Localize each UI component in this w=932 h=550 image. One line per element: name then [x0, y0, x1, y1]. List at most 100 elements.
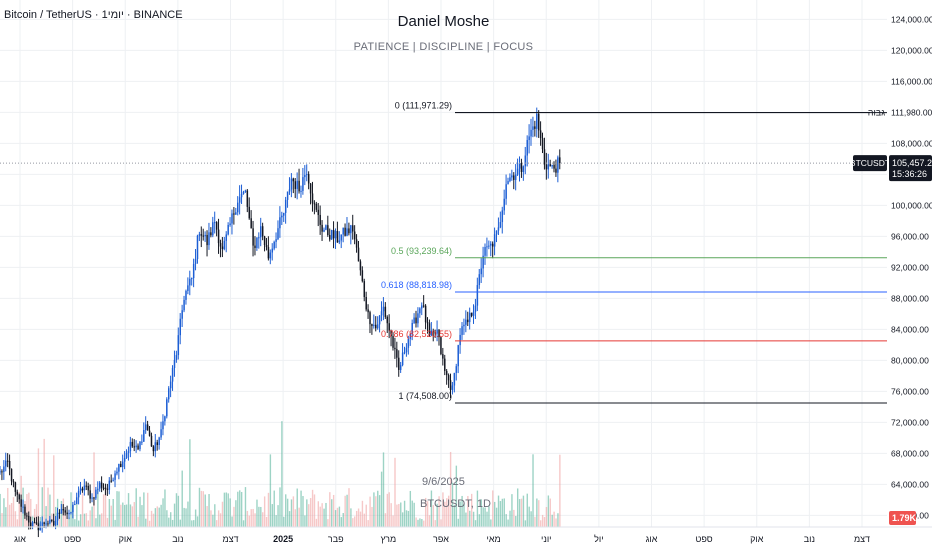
volume-bar	[181, 470, 183, 527]
volume-bar	[116, 491, 118, 527]
candle-body	[526, 140, 528, 156]
volume-bar	[384, 513, 387, 527]
volume-bar	[340, 517, 343, 527]
candle-body	[468, 312, 471, 323]
candle-body	[33, 522, 36, 524]
candle-body	[258, 237, 260, 239]
symbol-badge[interactable]	[853, 155, 887, 172]
volume-bar	[528, 506, 530, 527]
volume-bar	[467, 495, 469, 527]
volume-bar	[277, 505, 279, 527]
candle-body	[329, 235, 331, 240]
volume-bar	[129, 504, 132, 527]
volume-bar	[58, 515, 61, 527]
candle-body	[185, 290, 187, 300]
candle-body	[229, 223, 231, 226]
volume-bar	[457, 518, 459, 527]
volume-bar	[520, 498, 523, 527]
candle-body	[198, 234, 201, 236]
candle-body	[509, 177, 511, 182]
candle-body	[357, 247, 360, 262]
candle-body	[62, 508, 65, 511]
volume-bar	[233, 506, 235, 527]
candle-body	[227, 225, 229, 235]
volume-bar	[37, 448, 40, 527]
volume-badge	[889, 511, 916, 525]
volume-bar	[26, 494, 28, 527]
volume-bar	[401, 512, 404, 527]
candle-body	[302, 177, 304, 191]
candle-body	[127, 451, 130, 453]
candle-body	[359, 261, 362, 271]
candle-body	[83, 485, 86, 491]
volume-bar	[229, 498, 231, 527]
volume-bar	[269, 454, 272, 527]
candle-body	[507, 181, 509, 185]
candle-body	[97, 488, 99, 490]
candle-body	[125, 452, 128, 458]
candle-body	[388, 323, 390, 331]
candle-body	[238, 197, 241, 203]
candle-body	[51, 519, 53, 521]
volume-bar	[490, 519, 492, 527]
candle-body	[275, 239, 277, 242]
volume-bar	[348, 488, 350, 527]
volume-bar	[28, 492, 30, 527]
volume-bar	[549, 498, 551, 527]
fib-label-1: 1 (74,508.00)	[398, 391, 452, 401]
volume-bar	[484, 507, 486, 527]
volume-bar	[438, 496, 440, 527]
candle-body	[29, 522, 32, 527]
candle-body	[482, 255, 484, 269]
volume-bar	[298, 507, 300, 527]
price-axis[interactable]	[887, 0, 932, 550]
volume-bar	[557, 513, 559, 527]
candle-body	[353, 231, 356, 240]
volume-bar	[421, 519, 423, 527]
candle-body	[518, 163, 521, 169]
volume-bar	[171, 519, 174, 527]
candle-body	[457, 345, 459, 367]
volume-bar	[499, 501, 502, 527]
volume-bar	[419, 518, 421, 527]
candle-body	[271, 248, 274, 253]
volume-bar	[0, 493, 1, 527]
volume-bar	[447, 495, 450, 527]
candle-body	[148, 430, 151, 436]
volume-bar	[336, 507, 339, 527]
candle-body	[534, 126, 536, 129]
volume-bar	[516, 488, 519, 527]
candle-body	[166, 399, 168, 417]
symbol-title[interactable]: Bitcoin / TetherUS · 1יומי · BINANCE	[4, 9, 183, 21]
volume-bar	[166, 510, 168, 527]
volume-bar	[93, 452, 95, 527]
volume-bar	[497, 495, 500, 527]
volume-bar	[47, 487, 49, 527]
volume-bar	[446, 498, 448, 527]
volume-bar	[120, 504, 122, 527]
volume-bar	[79, 514, 82, 527]
volume-bar	[486, 511, 488, 527]
volume-bar	[271, 504, 274, 527]
candle-body	[248, 206, 251, 219]
candle-body	[22, 506, 24, 508]
volume-bar	[179, 519, 181, 527]
candle-body	[319, 214, 321, 225]
volume-bar	[135, 488, 137, 527]
candle-body	[495, 230, 498, 235]
volume-bar	[300, 490, 302, 527]
candle-body	[465, 319, 467, 325]
fib-label-0.5: 0.5 (93,239.64)	[391, 246, 452, 256]
x-tick-label: אוק	[119, 534, 133, 544]
volume-bar	[124, 504, 126, 527]
volume-bar	[342, 513, 344, 527]
candle-body	[409, 334, 412, 339]
y-tick-label: 72,000.00	[891, 417, 929, 427]
candle-body	[549, 164, 551, 167]
candle-body	[81, 488, 84, 491]
candle-body	[421, 305, 423, 309]
volume-bar	[254, 513, 256, 527]
x-tick-label: ספט	[696, 534, 713, 544]
last-price-badge[interactable]	[889, 155, 932, 182]
